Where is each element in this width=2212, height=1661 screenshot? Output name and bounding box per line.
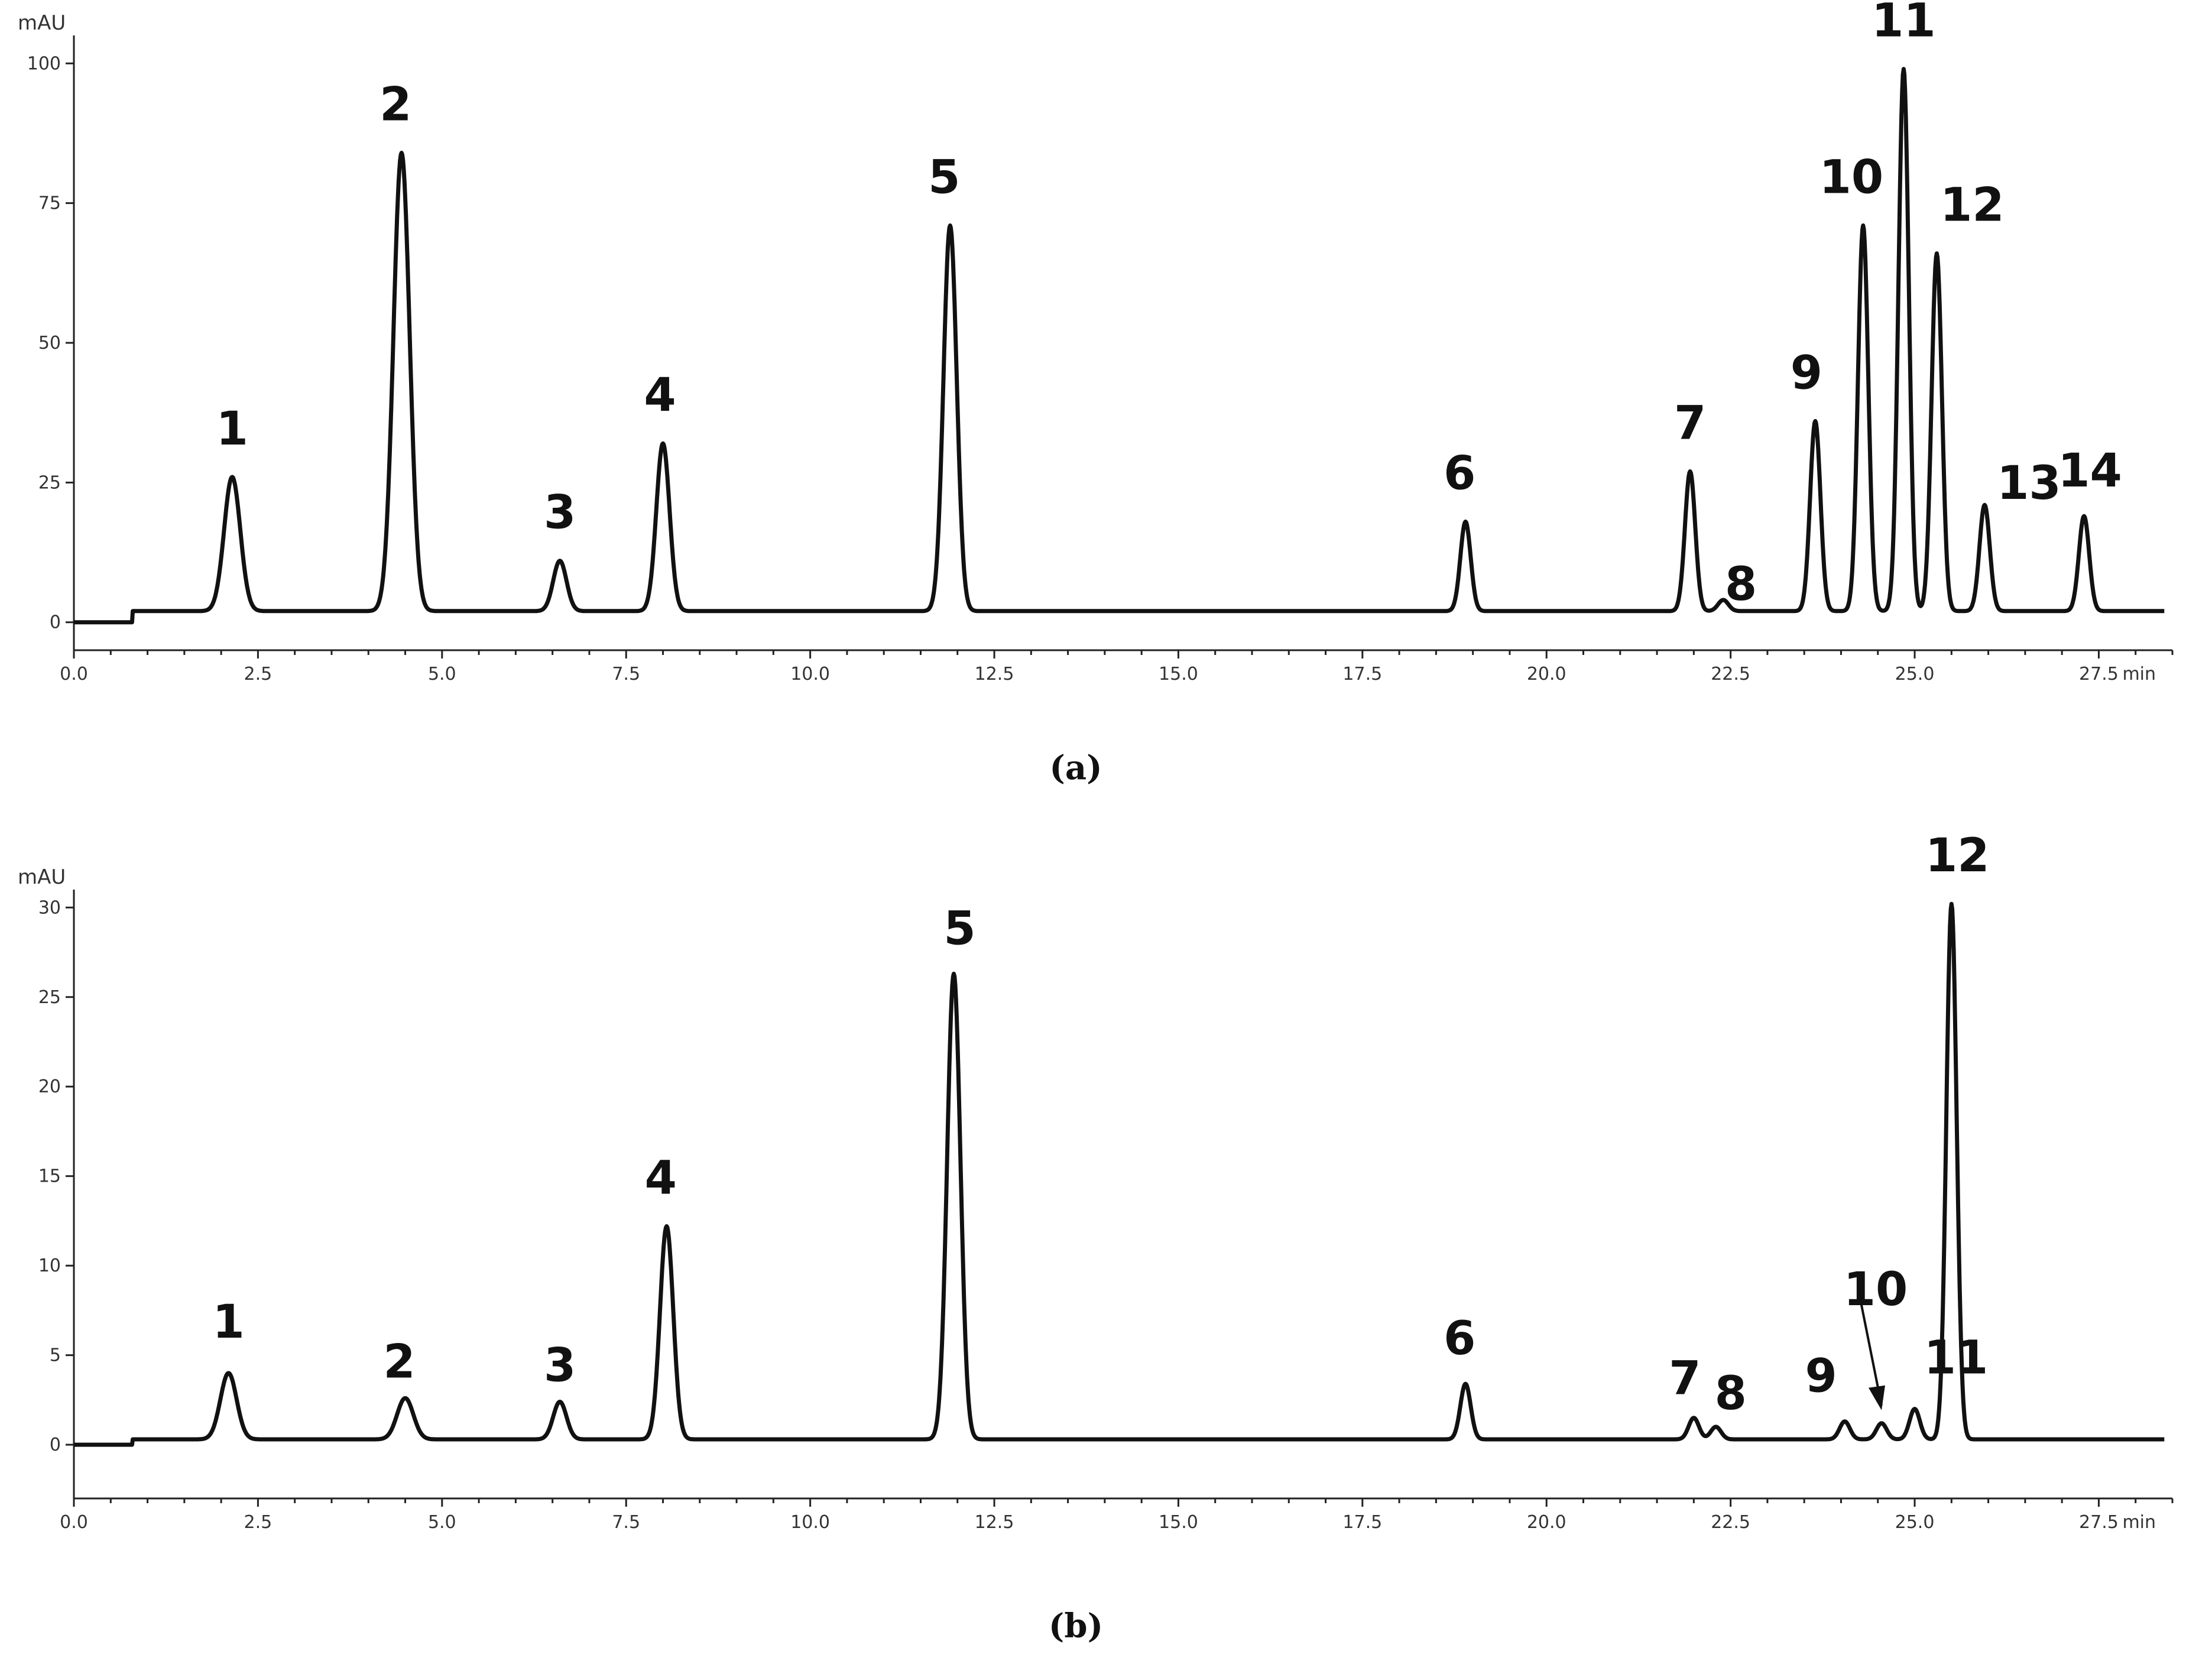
peak-label-1: 1 [216,403,248,456]
x-tick-label: 22.5 [1711,1512,1750,1533]
peak-label-11: 11 [1924,1332,1989,1385]
y-tick-label: 30 [38,897,61,918]
peak-label-12: 12 [1925,829,1990,883]
peak-label-2: 2 [380,79,411,132]
peak-label-5: 5 [928,151,960,204]
x-tick-label: 0.0 [60,664,88,684]
peak-label-12: 12 [1940,179,2005,232]
x-tick-label: 22.5 [1711,664,1750,684]
x-tick-label: 5.0 [428,1512,456,1533]
peak-label-7: 7 [1669,1352,1701,1406]
peak-label-5: 5 [943,902,975,955]
x-tick-label: 2.5 [244,1512,273,1533]
x-tick-label: 20.0 [1527,1512,1566,1533]
x-tick-label: 7.5 [612,664,640,684]
peak-label-4: 4 [644,369,676,422]
x-tick-label: 27.5 [2079,1512,2119,1533]
y-tick-label: 0 [50,612,61,633]
x-tick-label: 17.5 [1342,1512,1382,1533]
peak-label-6: 6 [1444,447,1475,501]
peak-label-9: 9 [1805,1350,1837,1403]
x-tick-label: 15.0 [1159,664,1198,684]
x-tick-label: 5.0 [428,664,456,684]
x-tick-label: 10.0 [790,664,830,684]
x-tick-label: 25.0 [1895,1512,1935,1533]
y-tick-label: 20 [38,1076,61,1097]
peak-label-8: 8 [1725,558,1757,611]
x-tick-label: 15.0 [1159,1512,1198,1533]
peak-label-10: 10 [1819,151,1884,204]
peak-10-arrowhead [1868,1385,1885,1410]
y-tick-label: 0 [50,1435,61,1455]
x-tick-label: 17.5 [1342,664,1382,684]
peak-label-13: 13 [1997,457,2061,510]
peak-label-3: 3 [544,486,576,540]
x-tick-label: 27.5 [2079,664,2119,684]
x-tick-label: 2.5 [244,664,273,684]
panel-caption: (a) [1049,748,1102,787]
y-tick-label: 15 [38,1166,61,1187]
x-tick-label: 0.0 [60,1512,88,1533]
y-tick-label: 5 [50,1345,61,1366]
y-tick-label: 100 [27,53,61,74]
peak-label-7: 7 [1674,397,1706,450]
peak-label-1: 1 [212,1296,244,1349]
peak-label-8: 8 [1715,1367,1747,1420]
x-tick-label: 25.0 [1895,664,1935,684]
y-tick-label: 10 [38,1256,61,1276]
y-axis-unit-label: mAU [18,11,66,35]
y-tick-label: 25 [38,987,61,1008]
x-tick-label: 7.5 [612,1512,640,1533]
peak-label-9: 9 [1791,346,1822,400]
peak-10-arrow [1857,1287,1883,1406]
x-tick-label: 20.0 [1527,664,1566,684]
peak-label-14: 14 [2058,445,2122,498]
chromatogram-trace [72,901,2166,1447]
x-tick-label: 12.5 [975,664,1014,684]
y-tick-label: 75 [38,193,61,214]
peak-label-4: 4 [645,1152,677,1205]
peak-label-3: 3 [544,1339,576,1392]
x-tick-label: 10.0 [790,1512,830,1533]
panel-caption: (b) [1049,1607,1103,1646]
peak-label-6: 6 [1444,1312,1475,1365]
x-axis-unit-label: min [2122,664,2156,684]
peak-label-10: 10 [1844,1263,1908,1316]
y-tick-label: 50 [38,333,61,353]
peak-label-11: 11 [1872,0,1936,48]
x-axis-unit-label: min [2122,1512,2156,1533]
chromatogram-trace [72,67,2166,625]
x-tick-label: 12.5 [975,1512,1014,1533]
y-axis-unit-label: mAU [18,865,66,889]
y-tick-label: 25 [38,472,61,493]
peak-label-2: 2 [383,1335,415,1389]
